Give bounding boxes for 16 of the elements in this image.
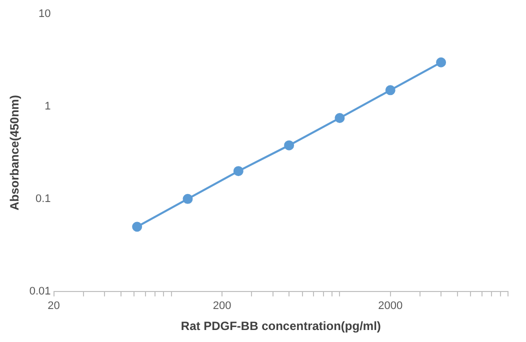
x-axis-title: Rat PDGF-BB concentration(pg/ml) xyxy=(180,319,381,334)
point xyxy=(233,166,244,176)
y-tick-label: 10 xyxy=(38,8,51,20)
y-tick-label: 0.1 xyxy=(36,192,51,205)
x-tick-label: 2000 xyxy=(378,300,403,312)
y-tick-label: 1 xyxy=(44,100,51,112)
point xyxy=(436,57,446,68)
point xyxy=(132,222,142,232)
point xyxy=(182,194,193,204)
point xyxy=(284,140,294,150)
y-axis-title: Absorbance(450nm) xyxy=(8,95,22,210)
point xyxy=(334,113,345,124)
x-tick-label: 20 xyxy=(48,300,60,312)
point xyxy=(385,85,396,96)
x-tick-label: 200 xyxy=(212,300,232,312)
y-tick-label: 0.01 xyxy=(29,285,51,298)
